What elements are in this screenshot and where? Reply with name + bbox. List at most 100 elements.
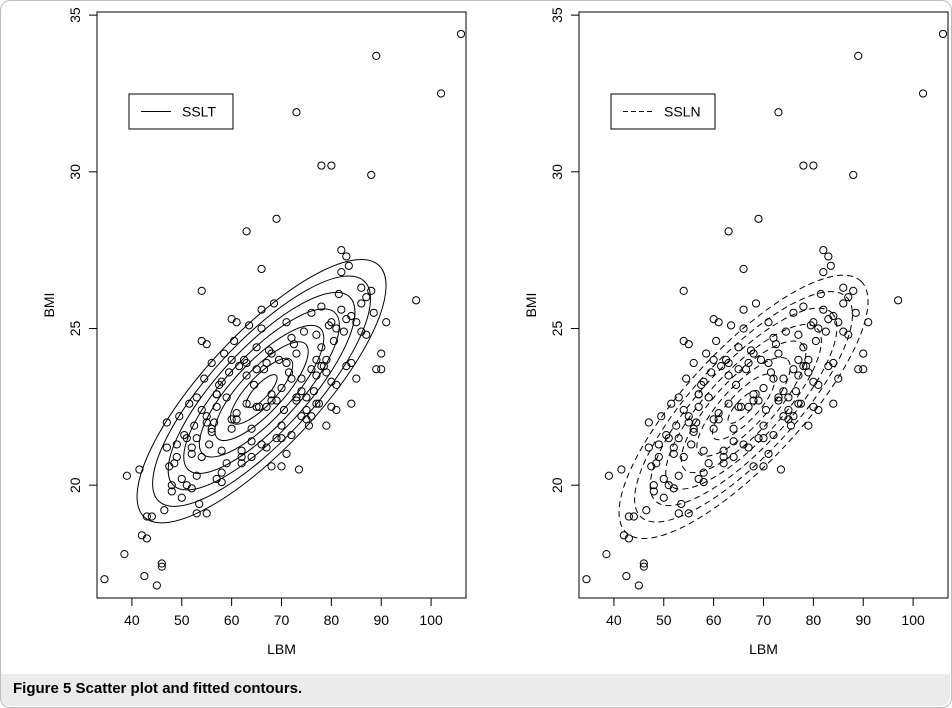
data-point: [604, 471, 614, 480]
data-point: [302, 393, 311, 402]
data-point: [689, 427, 698, 437]
data-point: [347, 399, 356, 408]
data-point: [707, 368, 716, 377]
data-point: [177, 493, 186, 502]
data-point: [809, 402, 818, 411]
data-point: [160, 506, 169, 515]
data-point: [654, 452, 663, 462]
data-point: [669, 484, 678, 493]
data-point: [764, 449, 773, 458]
contour-line: [665, 324, 822, 490]
contour-line: [136, 259, 387, 524]
data-point: [682, 374, 691, 383]
data-point: [172, 452, 181, 462]
y-axis-label: BMI: [41, 293, 57, 318]
data-point: [314, 399, 323, 408]
data-point: [307, 308, 316, 317]
data-point: [819, 267, 828, 277]
data-point: [312, 371, 321, 380]
data-point: [702, 349, 711, 358]
data-point: [377, 365, 386, 374]
data-point: [456, 29, 466, 39]
data-point: [799, 302, 808, 311]
data-point: [749, 349, 758, 358]
data-point: [257, 440, 266, 449]
data-point: [272, 214, 281, 223]
data-point: [759, 462, 768, 471]
data-point: [352, 374, 361, 383]
data-point: [754, 434, 763, 443]
data-point: [769, 333, 778, 343]
data-point: [257, 264, 266, 274]
data-point: [262, 402, 271, 411]
x-tick-label: 40: [124, 612, 140, 628]
data-point: [751, 299, 761, 308]
data-point: [617, 465, 626, 474]
data-point: [824, 362, 833, 371]
data-point: [222, 393, 231, 402]
data-point: [794, 355, 803, 364]
data-point: [267, 390, 276, 399]
data-point: [679, 452, 688, 462]
data-point: [794, 399, 803, 408]
data-point: [672, 421, 681, 430]
data-point: [222, 459, 231, 468]
data-point: [689, 358, 698, 368]
data-point: [197, 452, 206, 462]
data-point: [749, 390, 758, 399]
data-point: [249, 380, 259, 390]
data-point: [192, 434, 201, 443]
data-point: [242, 227, 251, 236]
data-point: [282, 449, 291, 458]
data-point: [726, 321, 736, 330]
data-point: [694, 402, 703, 411]
data-point: [629, 512, 638, 521]
data-point: [100, 575, 109, 584]
data-point: [679, 286, 688, 295]
data-point: [709, 424, 718, 433]
data-point: [227, 424, 236, 433]
data-point: [272, 396, 281, 405]
data-point: [799, 161, 808, 170]
contour-line: [214, 341, 309, 442]
data-point: [744, 358, 753, 368]
y-tick-label: 25: [549, 321, 565, 337]
data-points: [582, 29, 948, 590]
data-point: [674, 393, 683, 402]
data-point: [679, 405, 688, 415]
data-point: [267, 349, 276, 358]
data-point: [277, 383, 286, 393]
data-point: [282, 358, 291, 368]
data-point: [367, 286, 376, 295]
data-point: [699, 377, 708, 386]
data-point: [436, 89, 446, 98]
data-point: [729, 452, 738, 462]
data-point: [377, 349, 386, 358]
data-point: [309, 387, 319, 396]
data-point: [839, 283, 848, 292]
data-point: [279, 405, 289, 415]
data-point: [684, 509, 693, 518]
data-point: [659, 493, 668, 502]
data-point: [796, 399, 805, 408]
data-point: [639, 559, 648, 568]
data-point: [724, 358, 733, 368]
data-point: [332, 380, 341, 390]
legend-label: SSLN: [664, 104, 701, 120]
data-point: [819, 246, 828, 255]
data-point: [809, 161, 818, 170]
data-point: [779, 374, 788, 383]
x-axis-label: LBM: [267, 641, 296, 657]
data-points: [100, 29, 466, 590]
data-point: [292, 393, 301, 402]
data-point: [839, 327, 848, 336]
data-point: [761, 405, 771, 415]
x-axis-label: LBM: [749, 641, 778, 657]
data-point: [312, 399, 321, 408]
data-point: [327, 318, 336, 327]
data-point: [622, 571, 631, 581]
data-point: [322, 421, 331, 430]
data-point: [789, 308, 798, 317]
data-point: [147, 512, 156, 521]
data-point: [242, 399, 251, 408]
